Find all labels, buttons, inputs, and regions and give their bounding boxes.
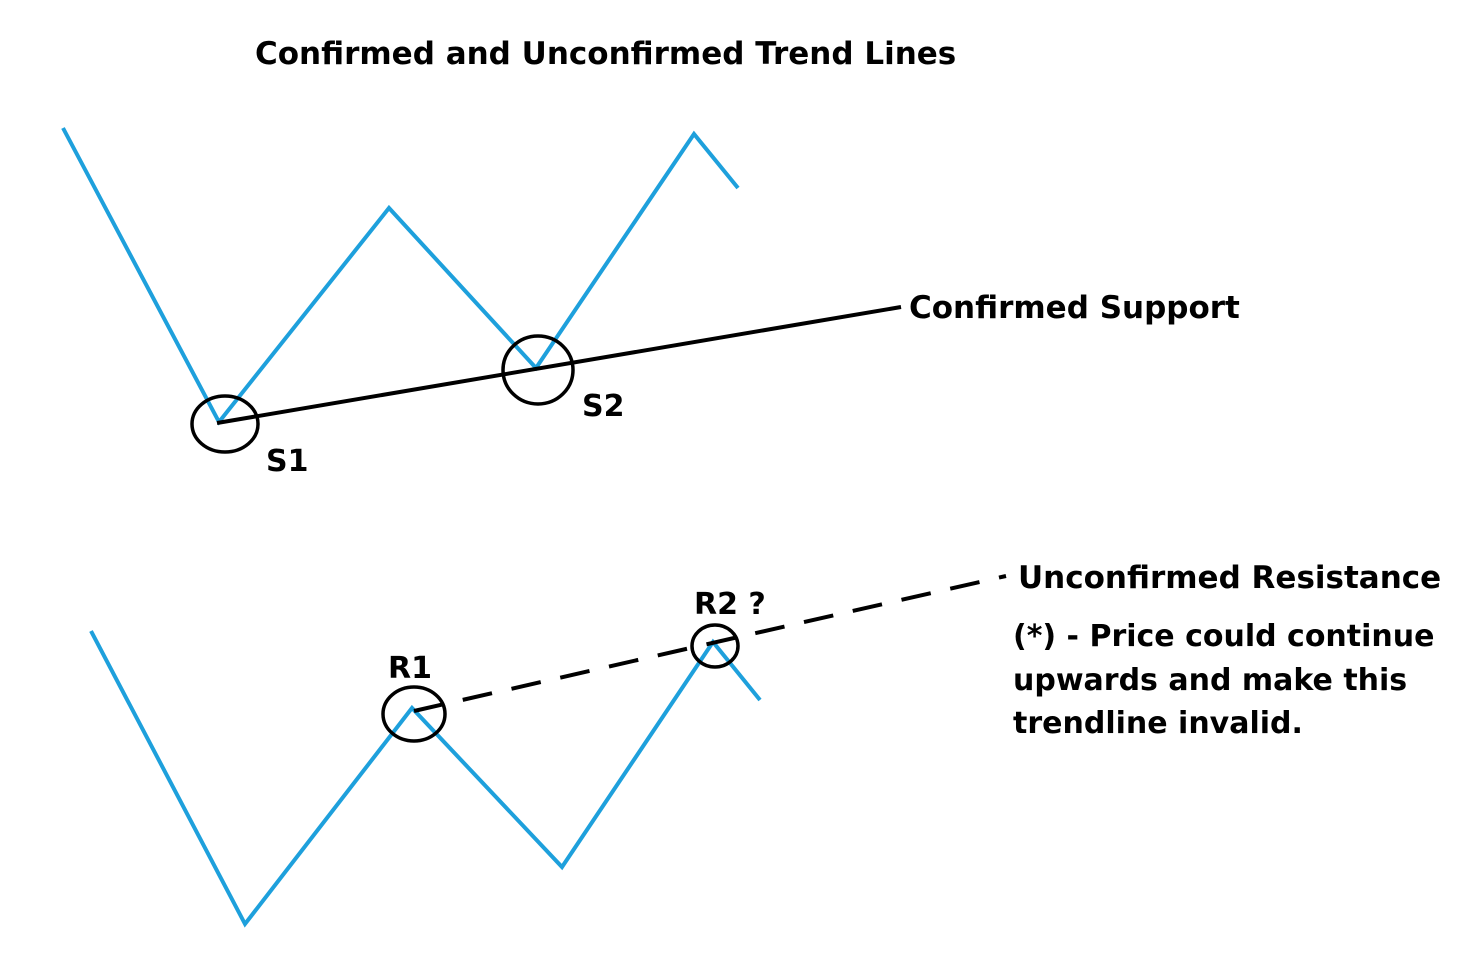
note-line-2: upwards and make this xyxy=(1013,663,1407,698)
r2-circle xyxy=(690,623,740,669)
r1-circle xyxy=(381,685,447,743)
confirmed-support-label: Confirmed Support xyxy=(909,290,1240,326)
r2-label: R2 ? xyxy=(694,587,766,622)
s2-circle xyxy=(501,334,575,406)
confirmed-support-line xyxy=(216,305,902,425)
bottom-price-line xyxy=(89,630,762,928)
unconfirmed-resistance-line xyxy=(413,574,1007,713)
r1-label: R1 xyxy=(388,651,432,686)
s2-label: S2 xyxy=(582,389,624,424)
note-line-3: trendline invalid. xyxy=(1013,706,1303,741)
note-line-1: (*) - Price could continue xyxy=(1013,619,1434,654)
s1-circle xyxy=(190,394,260,454)
top-price-line xyxy=(61,127,740,426)
s1-label: S1 xyxy=(266,444,308,479)
unconfirmed-resistance-label: Unconfirmed Resistance xyxy=(1018,560,1441,596)
diagram-title: Confirmed and Unconfirmed Trend Lines xyxy=(255,36,956,72)
